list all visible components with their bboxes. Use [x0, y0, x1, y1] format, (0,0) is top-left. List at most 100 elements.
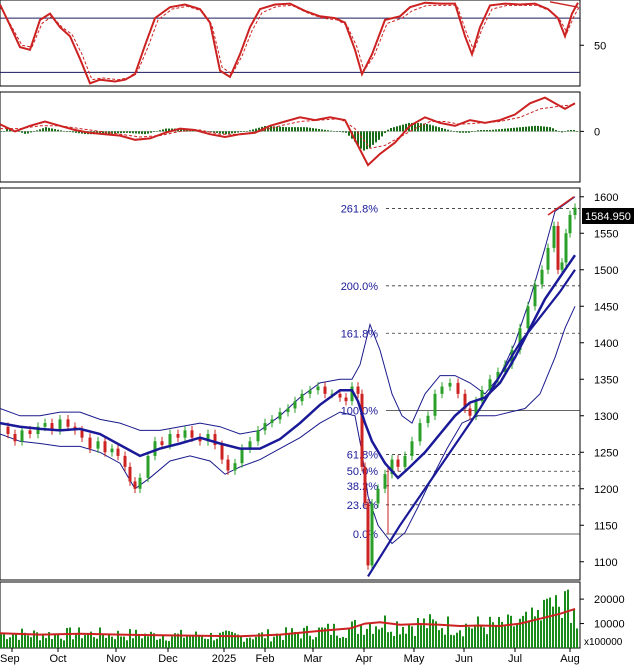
candle-body: [233, 463, 237, 471]
volume-bar: [417, 618, 419, 648]
macd-histogram-bar: [27, 131, 29, 134]
macd-histogram-bar: [342, 131, 344, 133]
volume-bar: [405, 633, 407, 648]
macd-histogram-bar: [150, 131, 152, 133]
macd-histogram-bar: [81, 131, 83, 134]
volume-bar: [27, 635, 29, 648]
macd-histogram-bar: [240, 131, 242, 133]
stoch-k-line: [0, 1, 579, 85]
fib-level-label: 50.0%: [347, 466, 378, 478]
volume-bar: [546, 598, 548, 648]
macd-histogram-bar: [465, 131, 467, 133]
volume-bar: [528, 620, 530, 648]
volume-bar: [303, 627, 305, 648]
macd-histogram-bar: [474, 131, 476, 132]
macd-histogram-bar: [456, 131, 458, 133]
volume-bar: [516, 624, 518, 648]
macd-histogram-bar: [354, 131, 356, 142]
volume-bar: [456, 632, 458, 648]
candle-body: [96, 441, 100, 449]
macd-histogram-bar: [300, 127, 302, 132]
macd-histogram-bar: [372, 131, 374, 145]
volume-bar: [378, 629, 380, 648]
volume-bar: [6, 639, 8, 648]
volume-bar: [174, 633, 176, 648]
macd-histogram-bar: [168, 128, 170, 132]
macd-histogram-bar: [519, 127, 521, 132]
volume-bar: [369, 623, 371, 648]
candle-body: [363, 466, 367, 504]
candle-body: [370, 503, 374, 566]
macd-histogram-bar: [72, 131, 74, 133]
macd-histogram-bar: [75, 131, 77, 133]
macd-histogram-bar: [333, 131, 335, 132]
volume-bar: [126, 640, 128, 648]
volume-bar: [390, 631, 392, 648]
macd-histogram-bar: [450, 130, 452, 132]
macd-histogram-bar: [321, 129, 323, 132]
volume-bar: [336, 635, 338, 648]
candle-body: [43, 423, 47, 427]
volume-bar: [474, 624, 476, 648]
candle-body: [474, 401, 478, 416]
volume-bar: [549, 597, 551, 648]
volume-bar: [99, 627, 101, 648]
macd-histogram-bar: [438, 127, 440, 132]
price-tick-label: 1250: [594, 447, 618, 459]
candle-body: [496, 371, 500, 380]
macd-histogram-bar: [318, 128, 320, 132]
volume-bar: [429, 614, 431, 648]
macd-histogram-bar: [435, 126, 437, 132]
volume-bar: [381, 627, 383, 648]
macd-histogram-bar: [117, 131, 119, 134]
volume-bar: [51, 639, 53, 648]
macd-histogram-bar: [21, 131, 23, 133]
volume-bar: [168, 641, 170, 648]
macd-histogram-bar: [396, 126, 398, 132]
volume-bar: [480, 624, 482, 648]
volume-bar: [492, 622, 494, 648]
macd-histogram-bar: [60, 130, 62, 132]
volume-ma-line: [0, 607, 576, 638]
x-tick-label: Feb: [256, 653, 275, 665]
panel-stochastic: 50: [0, 0, 606, 87]
volume-bar: [273, 636, 275, 648]
volume-bar: [447, 616, 449, 648]
volume-bar: [324, 627, 326, 648]
volume-bar: [234, 633, 236, 648]
volume-bar: [261, 632, 263, 648]
volume-bar: [357, 633, 359, 648]
price-tick-label: 1450: [594, 301, 618, 313]
macd-histogram-bar: [462, 131, 464, 133]
price-red-trendline: [547, 196, 575, 216]
candle-body: [36, 426, 40, 435]
volume-bar: [78, 627, 80, 648]
price-tick-label: 1550: [594, 228, 618, 240]
price-tick-label: 1500: [594, 265, 618, 277]
candle-body: [426, 415, 430, 424]
volume-bar: [327, 623, 329, 648]
volume-bar: [231, 631, 233, 648]
macd-histogram-bar: [549, 127, 551, 132]
volume-bar: [396, 621, 398, 648]
volume-unit-label: x100000: [584, 637, 623, 648]
macd-histogram-bar: [63, 130, 65, 132]
bollinger-lower: [0, 306, 576, 545]
macd-histogram-bar: [252, 129, 254, 132]
volume-bar: [120, 636, 122, 648]
macd-histogram-bar: [249, 130, 251, 132]
volume-bar: [444, 634, 446, 648]
macd-histogram-bar: [393, 127, 395, 132]
volume-bar: [498, 616, 500, 648]
candle-body: [468, 408, 472, 416]
macd-histogram-bar: [165, 128, 167, 132]
macd-histogram-bar: [522, 126, 524, 132]
macd-histogram-bar: [447, 129, 449, 132]
candle-body: [360, 393, 364, 467]
volume-bar: [414, 635, 416, 648]
volume-bar: [21, 628, 23, 648]
volume-bar: [351, 621, 353, 648]
macd-histogram-bar: [441, 128, 443, 132]
macd-histogram-bar: [555, 129, 557, 132]
macd-histogram-bar: [111, 131, 113, 134]
